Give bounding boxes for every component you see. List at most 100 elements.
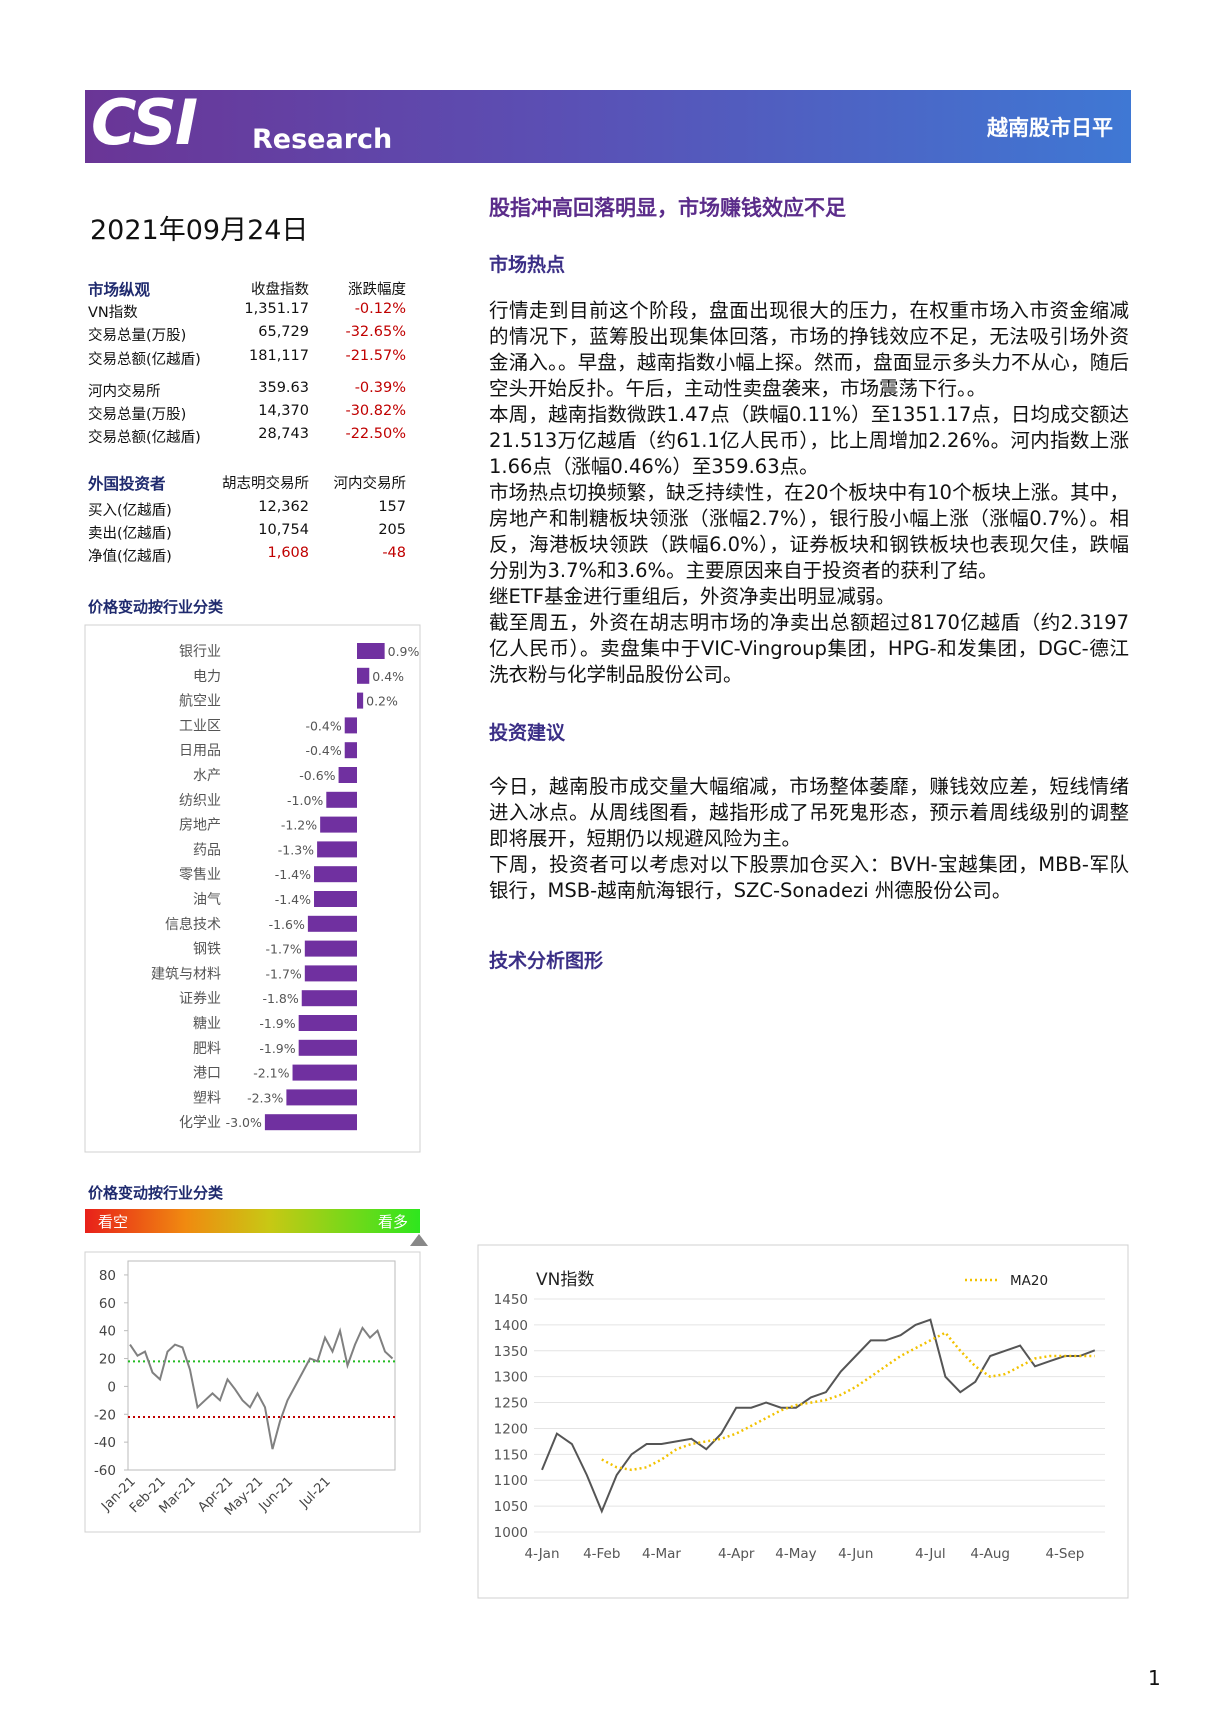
paragraph-block: 行情走到目前这个阶段，盘面出现很大的压力，在权重市场入市资金缩减的情况下，蓝筹股… — [489, 298, 1129, 688]
value-label: -0.6% — [299, 768, 335, 783]
table-cell: -30.82% — [345, 403, 406, 419]
x-tick-label: May-21 — [222, 1474, 266, 1518]
category-label: 塑料 — [193, 1090, 221, 1106]
category-label: 水产 — [193, 768, 221, 784]
data-line — [129, 1325, 394, 1450]
category-label: 糖业 — [193, 1016, 221, 1032]
logo: CSI — [91, 86, 198, 159]
y-tick-label: 20 — [99, 1352, 116, 1368]
sentiment-scale — [85, 1209, 420, 1233]
value-label: -3.0% — [226, 1115, 262, 1130]
x-tick-label: Apr-21 — [195, 1474, 236, 1515]
table-cell: 205 — [378, 522, 406, 538]
table-cell: 359.63 — [258, 380, 309, 396]
table-cell: 12,362 — [258, 499, 309, 515]
table-header: 收盘指数 — [251, 282, 309, 298]
table-cell: -0.12% — [354, 301, 406, 317]
report-title: 越南股市日平 — [987, 116, 1113, 140]
paragraph: 下周，投资者可以考虑对以下股票加仓买入：BVH-宝越集团，MBB-军队银行，MS… — [489, 853, 1129, 902]
plot-frame — [127, 1260, 396, 1471]
bar — [298, 1039, 357, 1056]
chart-frame — [477, 1244, 1129, 1599]
table-cell: 181,117 — [249, 348, 309, 364]
table-cell: VN指数 — [88, 305, 138, 321]
table-cell: 1,351.17 — [244, 301, 309, 317]
bar — [304, 965, 357, 982]
page-number: 1 — [1148, 1666, 1161, 1690]
table-cell: 交易总额(亿越盾) — [88, 352, 201, 368]
y-tick-label: 1150 — [494, 1447, 528, 1463]
table-cell: -0.39% — [354, 380, 406, 396]
table-header: 河内交易所 — [333, 476, 407, 492]
y-tick-label: -20 — [94, 1407, 116, 1423]
y-tick-label: 1050 — [494, 1499, 528, 1515]
paragraph-block: 今日，越南股市成交量大幅缩减，市场整体萎靡，赚钱效应差，短线情绪进入冰点。从周线… — [489, 774, 1129, 904]
category-label: 日用品 — [179, 743, 221, 759]
category-label: 零售业 — [179, 867, 221, 883]
bar — [314, 891, 357, 907]
category-label: 信息技术 — [165, 916, 221, 933]
x-tick-label: 4-May — [775, 1546, 816, 1562]
paragraph: 市场热点切换频繁，缺乏持续性，在20个板块中有10个板块上涨。其中，房地产和制糖… — [489, 481, 1129, 582]
category-label: 房地产 — [179, 818, 221, 834]
table-cell: 河内交易所 — [88, 384, 161, 400]
headline: 股指冲高回落明显，市场赚钱效应不足 — [489, 196, 846, 220]
y-tick-label: 1100 — [494, 1473, 528, 1489]
bar — [314, 866, 357, 883]
x-tick-label: 4-Aug — [970, 1546, 1010, 1562]
date: 2021年09月24日 — [90, 215, 309, 246]
value-label: -1.3% — [278, 842, 314, 857]
y-tick-label: 60 — [99, 1296, 116, 1312]
table-cell: 交易总量(万股) — [88, 407, 187, 423]
table-cell: 卖出(亿越盾) — [88, 526, 172, 542]
paragraph: 行情走到目前这个阶段，盘面出现很大的压力，在权重市场入市资金缩减的情况下，蓝筹股… — [489, 299, 1129, 400]
x-tick-label: Jan-21 — [98, 1474, 139, 1515]
section-title: 投资建议 — [489, 722, 566, 744]
category-label: 银行业 — [179, 644, 221, 660]
value-label: 0.2% — [366, 694, 398, 709]
bar — [301, 990, 357, 1007]
chart-title: 价格变动按行业分类 — [88, 598, 224, 616]
y-tick-label: 1250 — [494, 1396, 528, 1412]
x-tick-label: 4-Mar — [642, 1546, 681, 1562]
table-header: 胡志明交易所 — [222, 476, 309, 492]
bar — [304, 940, 357, 957]
x-tick-label: Mar-21 — [156, 1474, 198, 1516]
value-label: -1.2% — [281, 818, 317, 833]
category-label: 建筑与材料 — [151, 966, 221, 982]
bar — [320, 816, 357, 833]
data-line — [541, 1318, 1096, 1514]
table-cell: 净值(亿越盾) — [88, 549, 172, 565]
chart-frame — [84, 624, 421, 1153]
x-tick-label: 4-Sep — [1045, 1546, 1084, 1562]
y-tick-label: -60 — [94, 1463, 116, 1479]
header-banner: CSI Research 越南股市日平 — [85, 86, 1131, 163]
value-label: -1.4% — [275, 867, 311, 882]
scale-pointer — [410, 1234, 428, 1246]
table-cell: -22.50% — [345, 426, 406, 442]
table-header: 市场纵观 — [88, 281, 151, 299]
bar — [344, 742, 357, 759]
category-label: 证券业 — [179, 991, 221, 1007]
table-cell: 10,754 — [258, 522, 309, 538]
table-cell: 1,608 — [267, 545, 309, 561]
value-label: -1.9% — [259, 1041, 295, 1056]
table-cell: -48 — [382, 545, 406, 561]
x-tick-label: 4-Jul — [915, 1546, 946, 1562]
bar — [357, 643, 385, 659]
bar — [286, 1089, 357, 1106]
bar — [344, 717, 357, 734]
y-tick-label: 80 — [99, 1268, 116, 1284]
y-tick-label: 40 — [99, 1324, 116, 1340]
table-cell: 28,743 — [258, 426, 309, 442]
x-tick-label: 4-Jun — [838, 1546, 873, 1562]
x-tick-label: 4-Jan — [524, 1546, 559, 1562]
table-cell: 157 — [378, 499, 406, 515]
section-title: 技术分析图形 — [489, 950, 604, 972]
section-title: 市场热点 — [489, 254, 566, 276]
value-label: -0.4% — [305, 718, 341, 733]
y-tick-label: 1350 — [494, 1344, 528, 1360]
x-tick-label: Feb-21 — [127, 1474, 169, 1516]
bar — [298, 1015, 357, 1031]
category-label: 电力 — [193, 669, 221, 685]
